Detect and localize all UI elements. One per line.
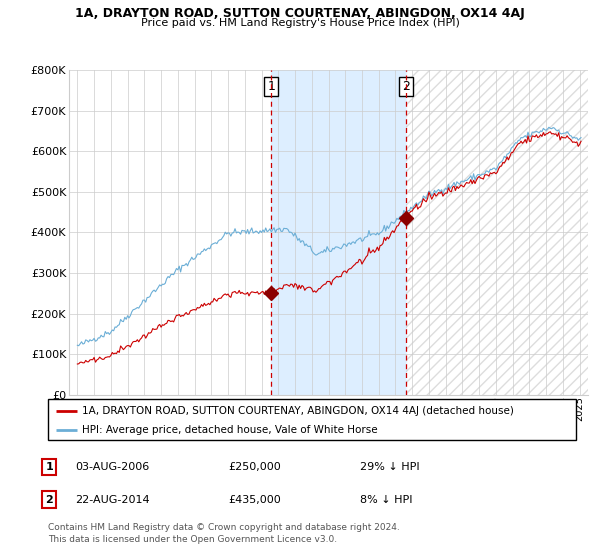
Text: This data is licensed under the Open Government Licence v3.0.: This data is licensed under the Open Gov… <box>48 535 337 544</box>
Bar <box>271 70 406 395</box>
Text: 1: 1 <box>268 80 275 93</box>
Text: 1: 1 <box>46 462 53 472</box>
Text: 03-AUG-2006: 03-AUG-2006 <box>75 462 149 472</box>
Text: 22-AUG-2014: 22-AUG-2014 <box>75 494 149 505</box>
Text: 2: 2 <box>46 494 53 505</box>
Text: HPI: Average price, detached house, Vale of White Horse: HPI: Average price, detached house, Vale… <box>82 424 378 435</box>
Text: Contains HM Land Registry data © Crown copyright and database right 2024.: Contains HM Land Registry data © Crown c… <box>48 523 400 532</box>
Text: £250,000: £250,000 <box>228 462 281 472</box>
Text: £435,000: £435,000 <box>228 494 281 505</box>
Text: 8% ↓ HPI: 8% ↓ HPI <box>360 494 413 505</box>
Bar <box>406 70 588 395</box>
Text: 2: 2 <box>402 80 410 93</box>
Text: Price paid vs. HM Land Registry's House Price Index (HPI): Price paid vs. HM Land Registry's House … <box>140 18 460 28</box>
Text: 1A, DRAYTON ROAD, SUTTON COURTENAY, ABINGDON, OX14 4AJ (detached house): 1A, DRAYTON ROAD, SUTTON COURTENAY, ABIN… <box>82 405 514 416</box>
Text: 29% ↓ HPI: 29% ↓ HPI <box>360 462 419 472</box>
Text: 1A, DRAYTON ROAD, SUTTON COURTENAY, ABINGDON, OX14 4AJ: 1A, DRAYTON ROAD, SUTTON COURTENAY, ABIN… <box>75 7 525 20</box>
